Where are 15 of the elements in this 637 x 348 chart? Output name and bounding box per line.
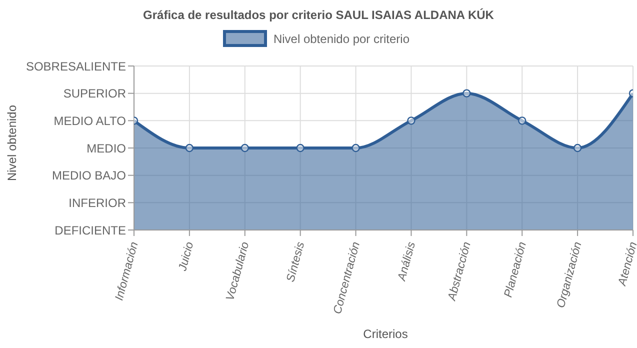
x-tick-label: Juicio	[176, 240, 196, 274]
category-label: DEFICIENTE	[54, 223, 126, 238]
x-tick-label: Análisis	[396, 240, 418, 284]
category-label: SUPERIOR	[63, 86, 126, 101]
category-label: INFERIOR	[68, 196, 126, 210]
category-label: MEDIO BAJO	[52, 168, 126, 183]
chart-title: Gráfica de resultados por criterio SAUL ISAIAS ALDANA KÚK	[142, 8, 495, 22]
x-tick-label: Atención	[616, 240, 637, 288]
x-axis-title: Criterios	[362, 327, 409, 341]
category-label: SOBRESALIENTE	[26, 59, 126, 74]
category-label: MEDIO ALTO	[54, 114, 126, 128]
x-tick-label: Síntesis	[284, 240, 308, 284]
category-label: MEDIO	[86, 141, 126, 156]
text: Nivel obtenido	[5, 104, 19, 182]
legend-label: Nivel obtenido por criterio	[272, 30, 410, 47]
